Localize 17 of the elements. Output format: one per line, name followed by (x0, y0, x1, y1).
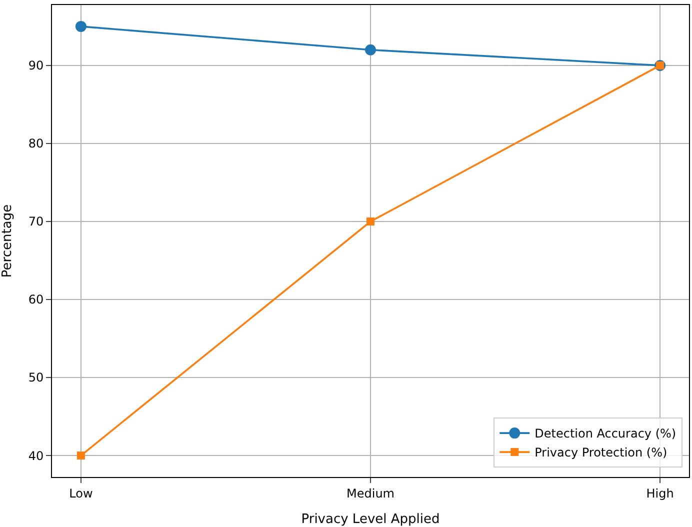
point (76, 452, 85, 460)
legend-label: Detection Accuracy (%) (534, 426, 676, 441)
x-tick-label: Medium (346, 486, 394, 500)
point (366, 218, 374, 226)
x-tick-label: Low (69, 486, 93, 500)
point (365, 44, 376, 56)
x-tick-label: High (646, 486, 674, 500)
y-tick-label: 70 (28, 214, 44, 229)
y-tick-label: 60 (28, 292, 44, 307)
y-tick-label: 40 (28, 448, 44, 463)
y-tick-label: 50 (28, 370, 44, 385)
y-axis-title: Percentage (0, 204, 15, 278)
y-tick-label: 90 (28, 58, 44, 73)
y-tick-label: 80 (28, 136, 44, 151)
x-axis-title: Privacy Level Applied (301, 512, 440, 527)
legend-label: Privacy Protection (%) (534, 446, 668, 460)
point (75, 20, 86, 32)
